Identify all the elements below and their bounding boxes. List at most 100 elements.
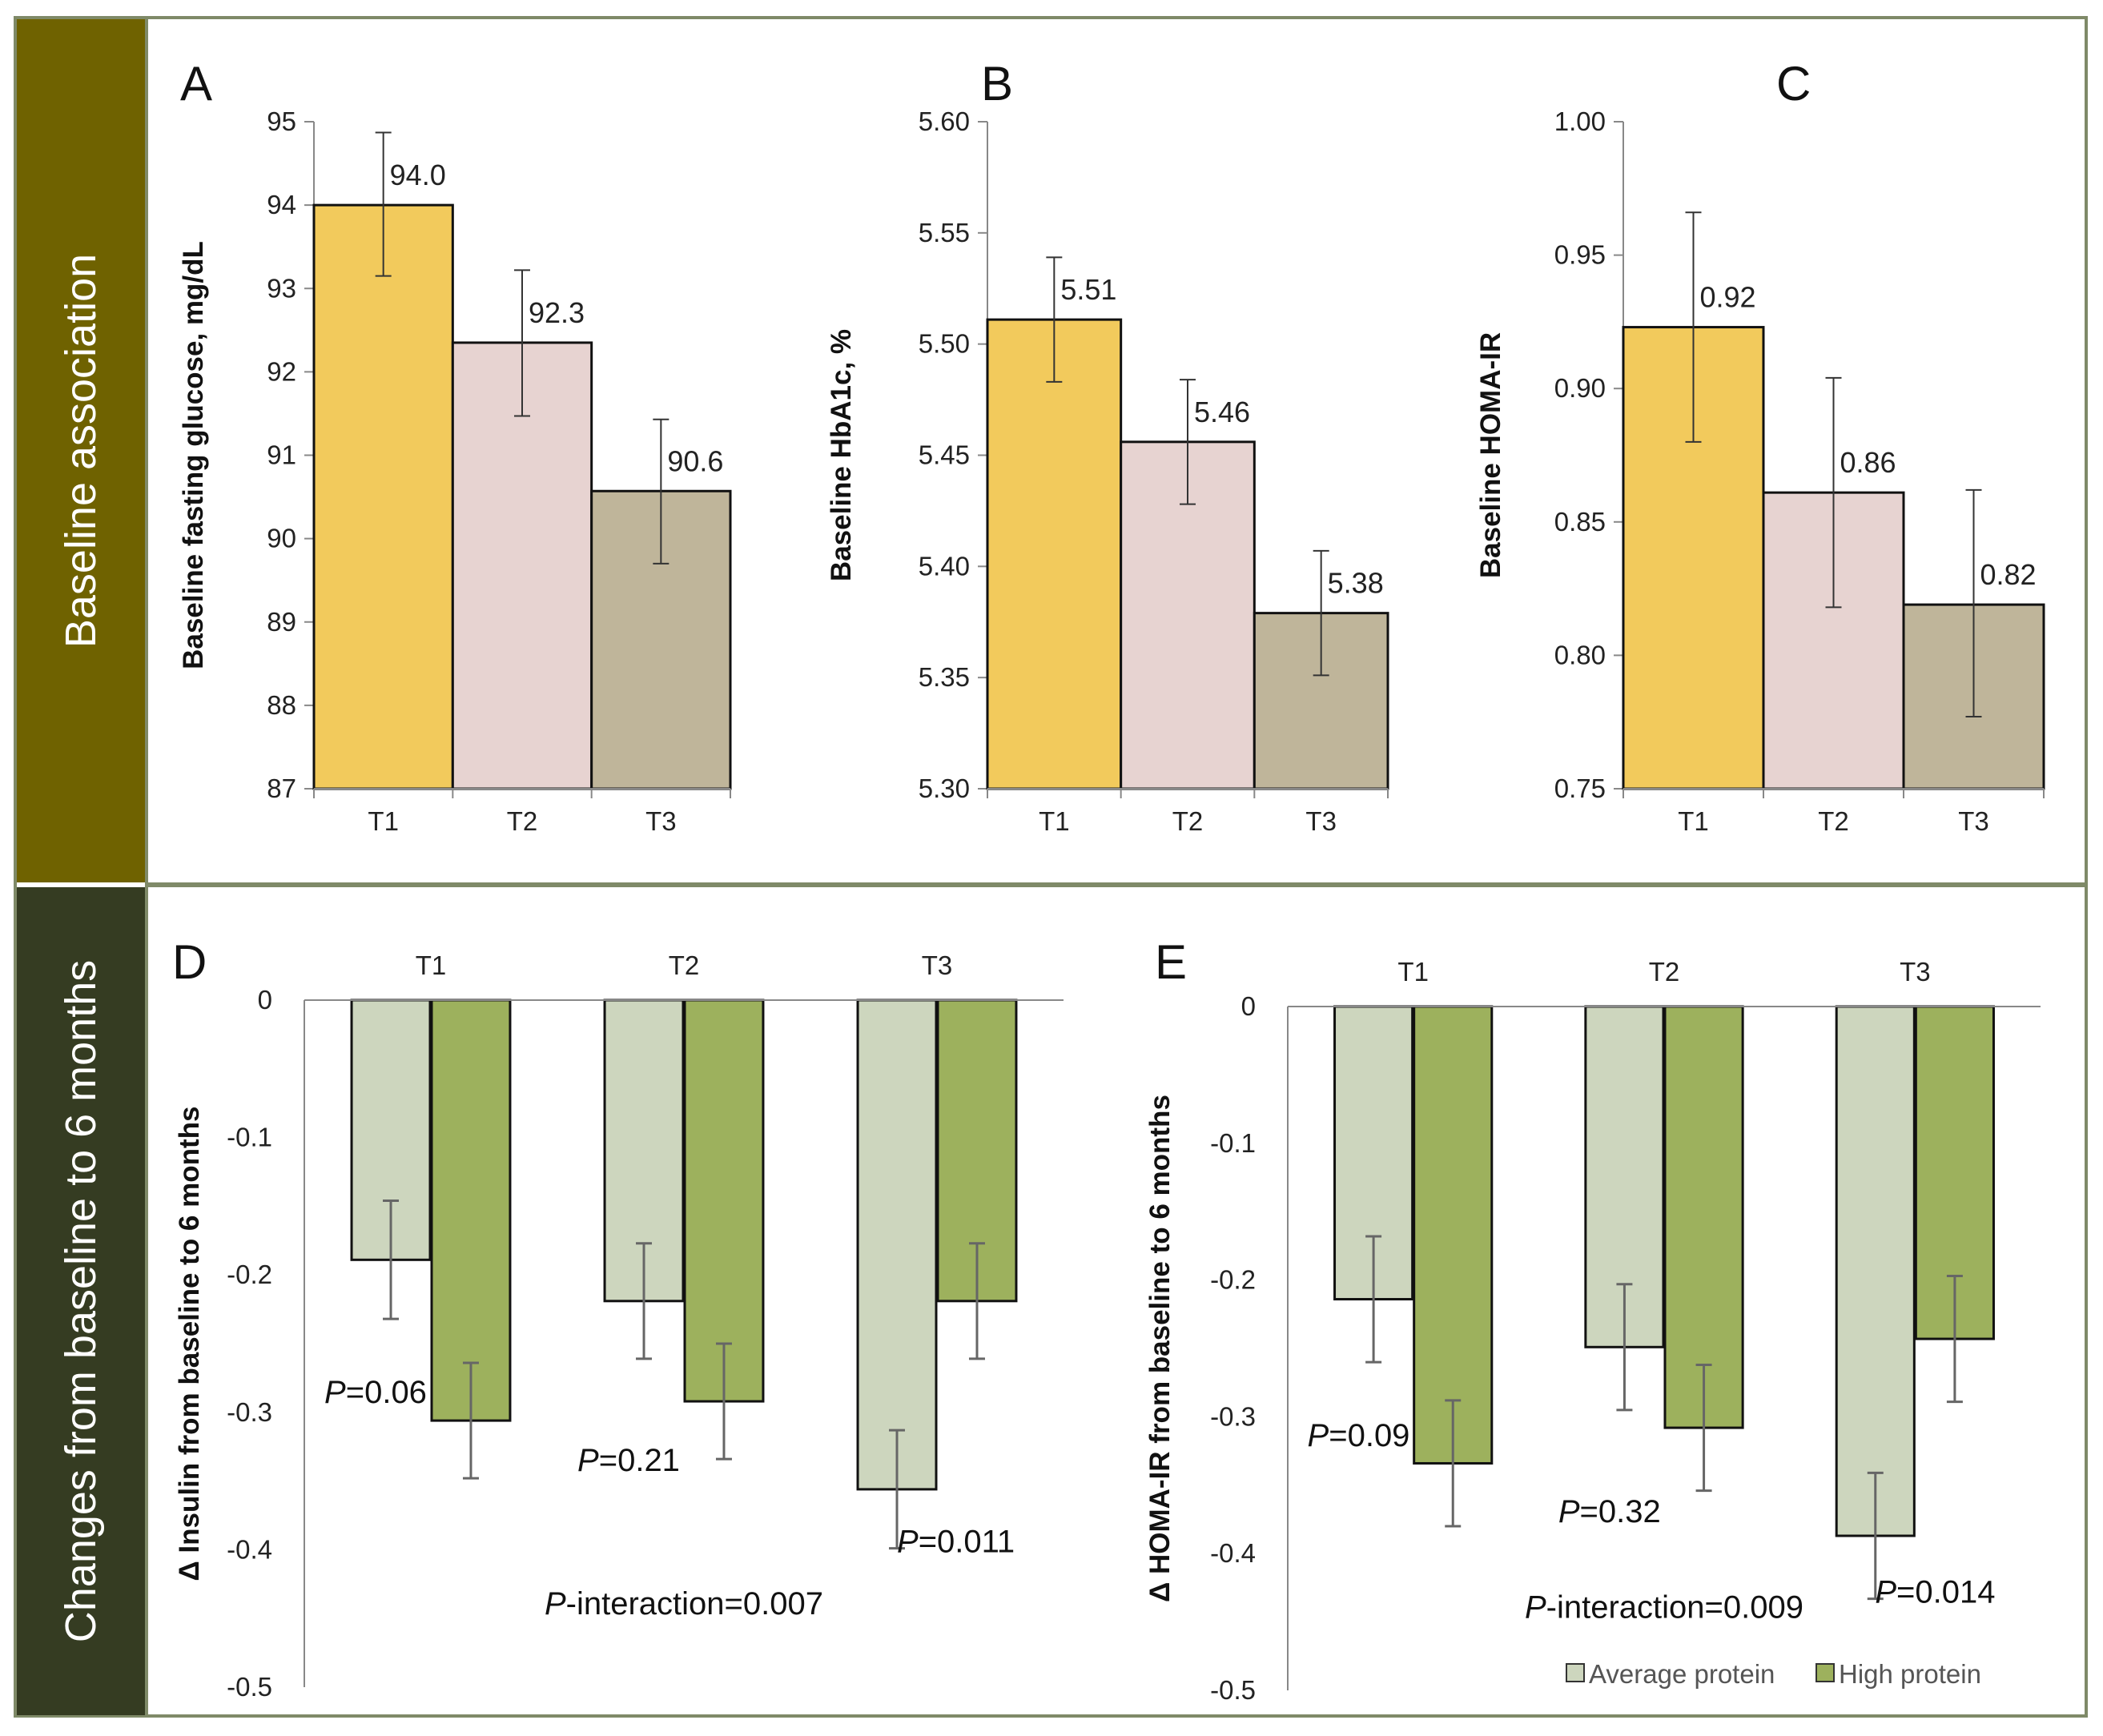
x-tick-label-b: T1 [1039,806,1070,836]
p-value-number: =0.014 [1896,1575,1995,1610]
y-tick-label-a: 94 [267,190,296,219]
value-label-b: 5.51 [1060,273,1116,306]
p-symbol: P [1308,1418,1329,1453]
y-axis-label-e: Δ HOMA-IR from baseline to 6 months [1144,1095,1176,1602]
bar-e-t1-high [1413,1005,1494,1465]
bar-d-t3-average [856,999,938,1491]
y-axis-label-a: Baseline fasting glucose, mg/dL [178,241,209,669]
y-tick-label-e: -0.2 [1210,1265,1256,1295]
value-label-c: 0.92 [1700,281,1756,314]
y-tick-label-c: 0.85 [1554,507,1606,536]
y-tick-label-e: -0.4 [1210,1538,1256,1568]
section-label-changes: Changes from baseline to 6 months [17,887,145,1715]
section-divider-horizontal [145,882,2085,887]
y-tick-label-a: 90 [267,524,296,553]
panel-letter-e: E [1155,935,1187,989]
category-label-e: T1 [1397,957,1429,987]
y-tick-label-a: 88 [267,690,296,720]
p-interaction-d: P-interaction=0.007 [545,1586,823,1621]
y-tick-label-c: 0.80 [1554,640,1606,669]
p-value-number: =0.06 [346,1375,427,1410]
p-symbol: P [1875,1575,1896,1610]
value-label-c: 0.82 [1980,558,2037,591]
y-tick-label-b: 5.35 [919,662,970,692]
p-value-number: =0.21 [599,1443,680,1478]
y-tick-label-c: 0.75 [1554,774,1606,803]
p-value-e-t1: P=0.09 [1308,1418,1410,1453]
y-tick-label-e: -0.3 [1210,1401,1256,1431]
value-label-a: 90.6 [667,444,723,477]
y-tick-label-c: 0.95 [1554,240,1606,270]
y-tick-label-a: 93 [267,273,296,303]
p-symbol: P [577,1443,599,1478]
y-axis-label-b: Baseline HbA1c, % [826,329,857,581]
p-value-e-t3: P=0.014 [1875,1575,1995,1610]
section-divider-vertical-top [145,19,148,882]
p-value-d-t2: P=0.21 [577,1443,680,1478]
p-value-number: =0.32 [1580,1494,1661,1529]
value-label-a: 94.0 [390,159,446,191]
y-tick-label-b: 5.30 [919,774,970,803]
p-value-d-t1: P=0.06 [324,1375,427,1410]
legend-swatch-high-protein [1815,1663,1835,1682]
category-label-d: T3 [922,950,953,980]
y-tick-label-d: -0.2 [227,1260,272,1289]
y-tick-label-a: 91 [267,440,296,470]
y-tick-label-d: -0.4 [227,1534,272,1564]
bar-e-t3-average [1835,1005,1916,1537]
category-label-d: T1 [416,950,447,980]
category-label-e: T3 [1900,957,1931,987]
x-tick-label-c: T1 [1678,806,1709,836]
y-tick-label-b: 5.50 [919,329,970,359]
section-label-baseline: Baseline association [17,19,145,882]
x-tick-label-a: T1 [368,806,399,836]
section-label-baseline-bg [17,19,145,882]
section-divider-vertical-bottom [145,887,148,1715]
panel-letter-c: C [1776,57,1811,111]
value-label-b: 5.46 [1194,396,1250,428]
bar-d-t1-high [430,999,512,1422]
x-tick-label-a: T3 [645,806,677,836]
y-tick-label-c: 1.00 [1554,106,1606,136]
y-tick-label-b: 5.60 [919,106,970,136]
p-symbol: P [1525,1590,1546,1625]
p-interaction-e: P-interaction=0.009 [1525,1590,1803,1625]
x-tick-label-a: T2 [507,806,538,836]
bar-d-t2-high [683,999,765,1403]
p-value-e-t2: P=0.32 [1558,1494,1661,1529]
y-tick-label-e: 0 [1241,991,1256,1021]
category-label-e: T2 [1649,957,1680,987]
legend-label-average-protein: Average protein [1589,1659,1775,1689]
y-tick-label-e: -0.1 [1210,1128,1256,1158]
p-value-number: =0.011 [919,1525,1015,1560]
y-tick-label-e: -0.5 [1210,1675,1256,1705]
y-tick-label-b: 5.55 [919,218,970,247]
figure-frame [14,16,2088,1718]
y-tick-label-d: -0.1 [227,1123,272,1152]
value-label-c: 0.86 [1840,446,1896,479]
p-symbol: P [324,1375,346,1410]
bar-b-t1 [986,318,1123,790]
legend-label-high-protein: High protein [1839,1659,1981,1689]
p-interaction-value: -interaction=0.007 [566,1586,823,1621]
y-tick-label-d: 0 [258,985,272,1015]
p-value-d-t3: P=0.011 [897,1525,1015,1560]
y-tick-label-b: 5.40 [919,551,970,581]
y-axis-label-d: Δ Insulin from baseline to 6 months [174,1106,205,1581]
value-label-b: 5.38 [1328,567,1384,600]
y-tick-label-d: -0.3 [227,1397,272,1427]
x-tick-label-b: T2 [1172,806,1204,836]
panel-letter-b: B [981,57,1013,111]
x-tick-label-c: T3 [1958,806,1989,836]
bar-a-t1 [312,203,454,790]
section-label-changes-bg [17,887,145,1715]
y-tick-label-a: 95 [267,106,296,136]
p-symbol: P [1558,1494,1580,1529]
panel-letter-a: A [180,57,212,111]
y-tick-label-a: 92 [267,356,296,386]
category-label-d: T2 [669,950,700,980]
panel-letter-d: D [172,935,207,989]
y-tick-label-a: 87 [267,774,296,803]
y-tick-label-d: -0.5 [227,1672,272,1702]
